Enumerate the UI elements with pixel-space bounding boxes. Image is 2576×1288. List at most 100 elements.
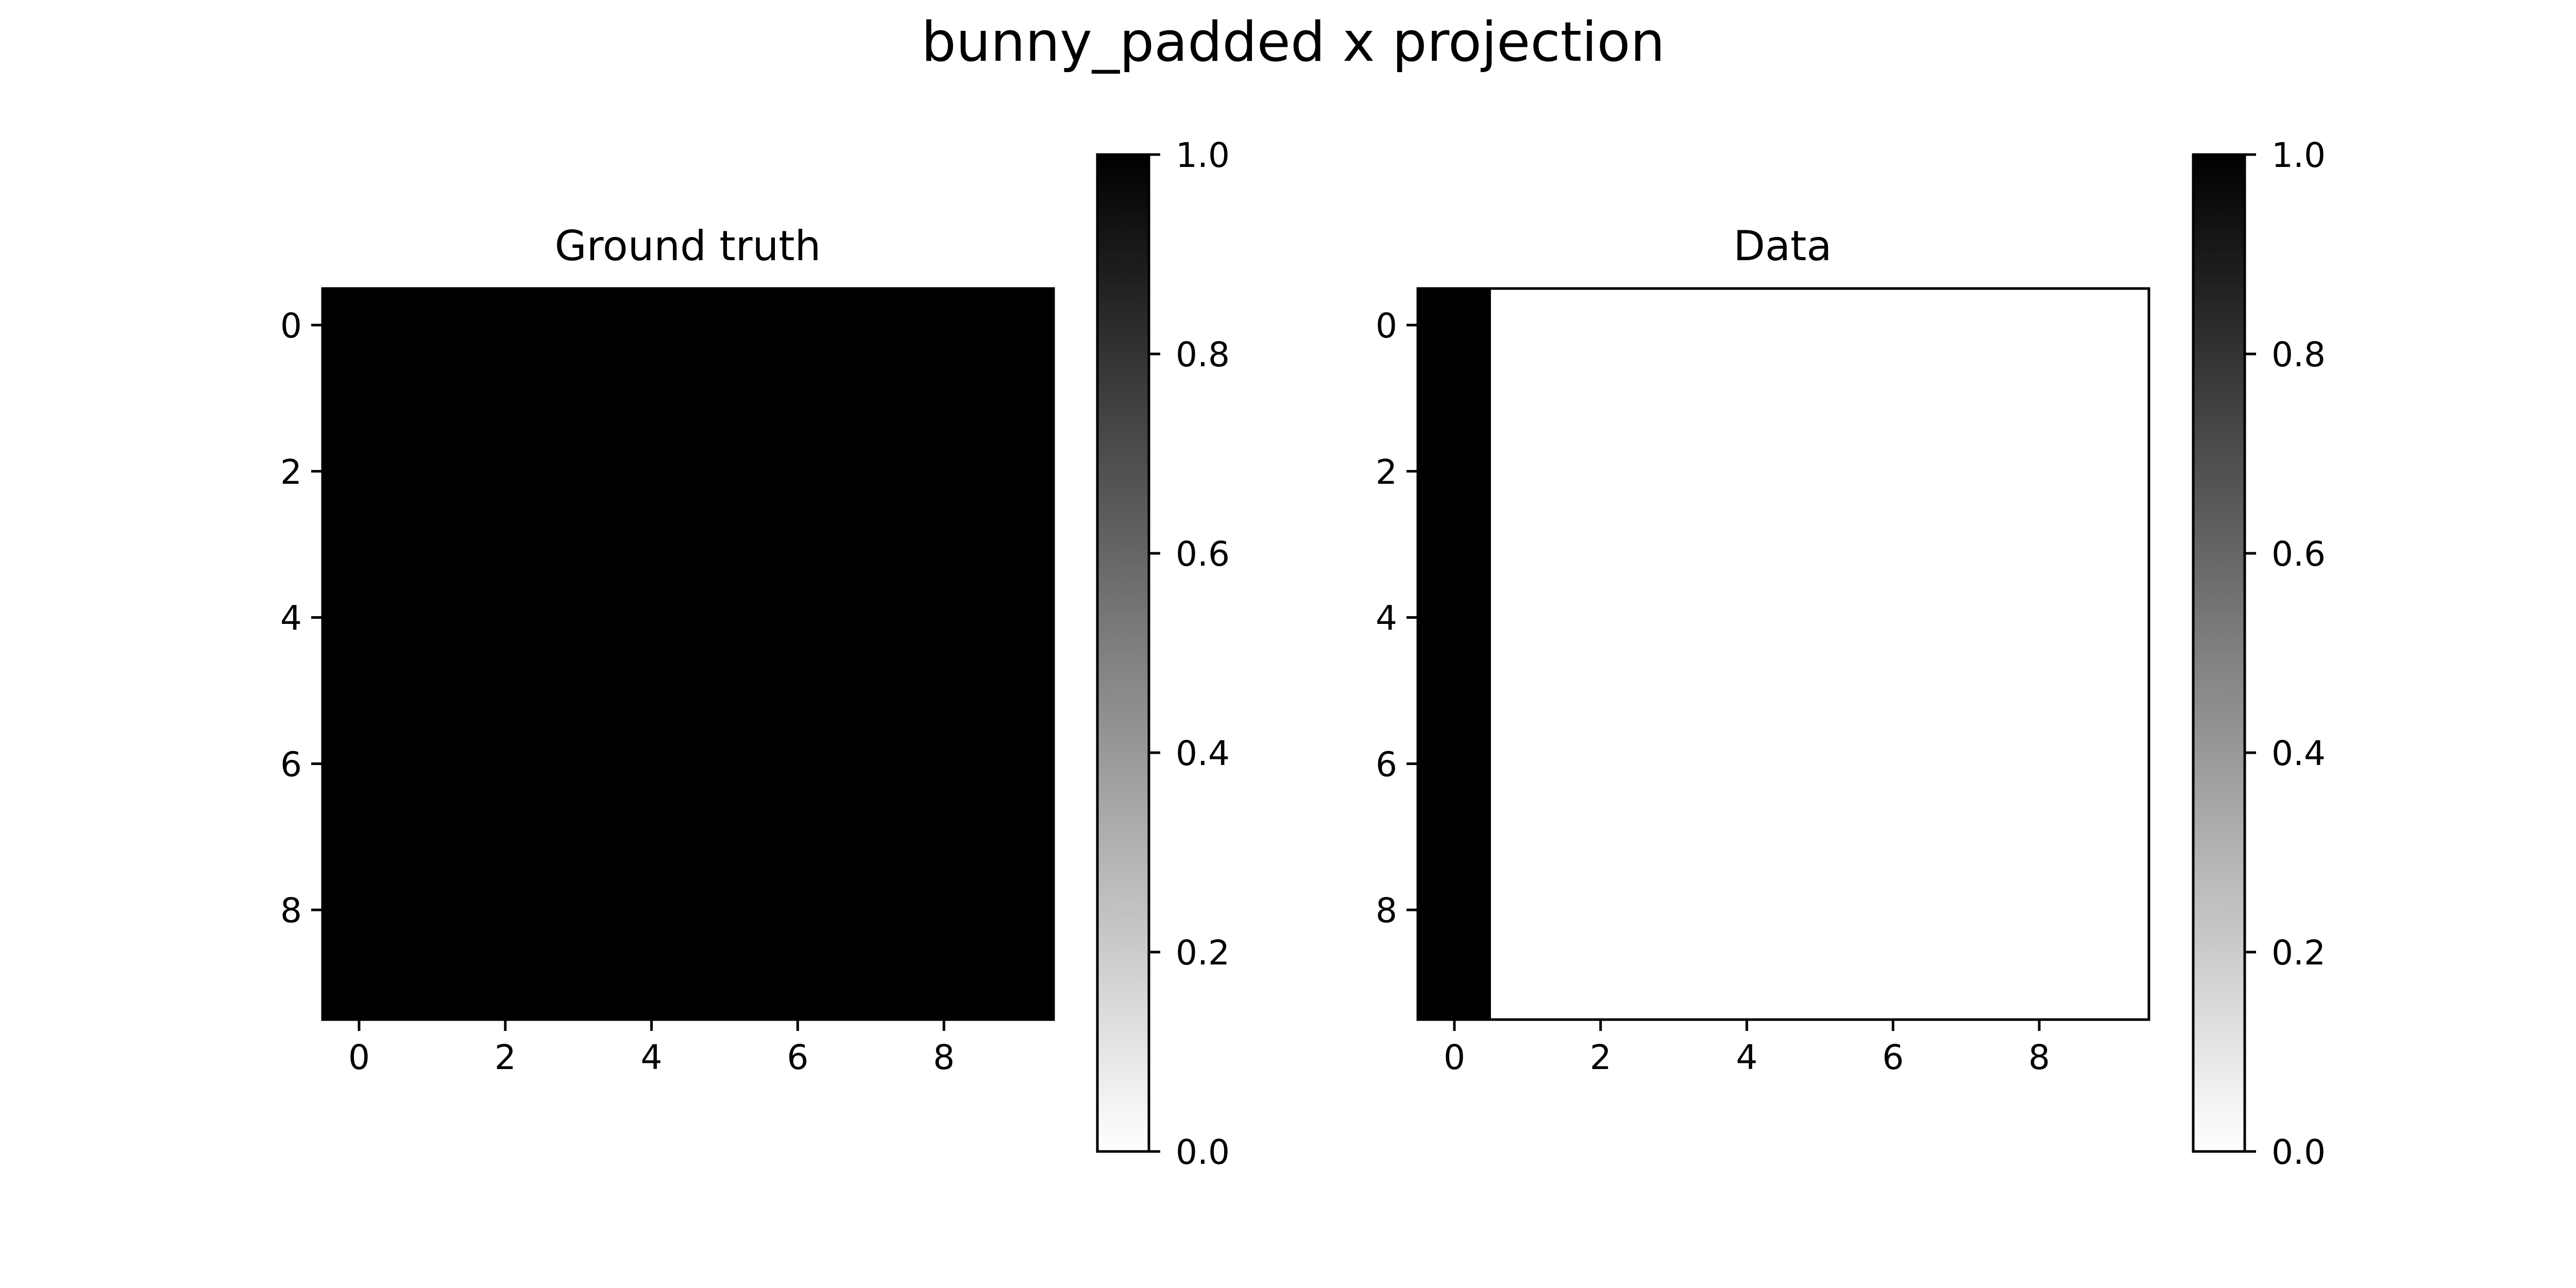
heatmap-cell bbox=[395, 361, 469, 435]
heatmap-cell bbox=[1637, 289, 1711, 362]
heatmap-cell bbox=[323, 727, 396, 801]
heatmap-cell bbox=[1783, 434, 1857, 509]
heatmap-cell bbox=[615, 289, 689, 362]
heatmap-cell bbox=[1710, 361, 1784, 435]
heatmap-cell bbox=[688, 873, 762, 947]
heatmap-cell bbox=[1929, 434, 2003, 509]
heatmap-cell bbox=[1564, 361, 1638, 435]
heatmap-cell bbox=[688, 946, 762, 1020]
heatmap-cell bbox=[2003, 507, 2076, 582]
heatmap-cell bbox=[1783, 873, 1857, 947]
heatmap-cell bbox=[1929, 581, 2003, 655]
heatmap-cell bbox=[1564, 289, 1638, 362]
panel-title: Ground truth bbox=[555, 222, 821, 270]
heatmap-cell bbox=[323, 581, 396, 655]
heatmap-cell bbox=[468, 289, 543, 362]
heatmap-cell bbox=[1710, 581, 1784, 655]
heatmap-cell bbox=[323, 361, 396, 435]
colorbar-frame bbox=[2192, 153, 2246, 1153]
y-tick-label: 4 bbox=[280, 599, 302, 638]
heatmap-cell bbox=[1710, 873, 1784, 947]
heatmap-cell bbox=[1564, 507, 1638, 582]
x-tick-label: 4 bbox=[641, 1038, 663, 1077]
heatmap-cell bbox=[468, 361, 543, 435]
heatmap-cell bbox=[2003, 873, 2076, 947]
heatmap-cell bbox=[1490, 507, 1565, 582]
heatmap-cell bbox=[907, 873, 981, 947]
heatmap-cell bbox=[980, 800, 1054, 874]
heatmap-cell bbox=[395, 873, 469, 947]
panel-data: Data 0 2 4 6 8 0 2 4 6 8 0.0 0.2 0.4 0.6 0.8 1.0 bbox=[1376, 135, 2326, 1172]
heatmap-cell bbox=[1929, 946, 2003, 1020]
heatmap-cell bbox=[541, 434, 616, 509]
heatmap-cell bbox=[1783, 946, 1857, 1020]
heatmap-cell bbox=[1856, 507, 1930, 582]
heatmap-cell bbox=[615, 507, 689, 582]
heatmap-cell bbox=[834, 361, 908, 435]
y-tick-label: 8 bbox=[280, 891, 302, 930]
heatmap-cell bbox=[980, 361, 1054, 435]
panel-title: Data bbox=[1733, 222, 1832, 270]
heatmap-cell bbox=[1637, 507, 1711, 582]
heatmap-cell bbox=[395, 434, 469, 509]
x-axis: 0 2 4 6 8 bbox=[1444, 1020, 2050, 1077]
heatmap-cell bbox=[907, 654, 981, 728]
heatmap-cell bbox=[1929, 507, 2003, 582]
heatmap-cell bbox=[688, 581, 762, 655]
colorbar-tick-label: 0.4 bbox=[1176, 734, 1230, 773]
y-tick-label: 0 bbox=[1376, 306, 1397, 346]
heatmap-cell bbox=[2003, 727, 2076, 801]
heatmap-cell bbox=[1637, 654, 1711, 728]
heatmap-cell bbox=[395, 581, 469, 655]
heatmap-cell bbox=[468, 507, 543, 582]
heatmap-cell bbox=[1490, 946, 1565, 1020]
heatmap-cell bbox=[907, 434, 981, 509]
heatmap-cell bbox=[615, 434, 689, 509]
heatmap-cell bbox=[2076, 873, 2149, 947]
y-tick-label: 6 bbox=[280, 744, 302, 784]
heatmap-cell bbox=[1418, 289, 1492, 362]
heatmap-cell bbox=[980, 581, 1054, 655]
heatmap-cell bbox=[1783, 289, 1857, 362]
heatmap-cell bbox=[1564, 800, 1638, 874]
heatmap-cell bbox=[834, 289, 908, 362]
heatmap-cell bbox=[615, 800, 689, 874]
x-tick-label: 4 bbox=[1736, 1038, 1758, 1077]
heatmap-cell bbox=[541, 946, 616, 1020]
colorbar-tick-label: 0.4 bbox=[2272, 734, 2326, 773]
heatmap-cell bbox=[688, 289, 762, 362]
heatmap-cell bbox=[688, 361, 762, 435]
heatmap-cell bbox=[1418, 946, 1492, 1020]
heatmap-cell bbox=[980, 289, 1054, 362]
heatmap-cell bbox=[1783, 507, 1857, 582]
heatmap-cell bbox=[1710, 289, 1784, 362]
heatmap-cell bbox=[1490, 581, 1565, 655]
heatmap-cell bbox=[907, 507, 981, 582]
heatmap-cell bbox=[1710, 727, 1784, 801]
y-tick-label: 8 bbox=[1376, 891, 1397, 930]
heatmap-cell bbox=[2003, 581, 2076, 655]
heatmap-cell bbox=[907, 800, 981, 874]
heatmap-cell bbox=[834, 873, 908, 947]
heatmap-cell bbox=[761, 727, 835, 801]
heatmap-cell bbox=[2003, 800, 2076, 874]
heatmap-cell bbox=[615, 727, 689, 801]
heatmap-cell bbox=[1418, 507, 1492, 582]
heatmap-cell bbox=[1564, 434, 1638, 509]
x-tick-label: 6 bbox=[1882, 1038, 1904, 1077]
heatmap-cell bbox=[688, 654, 762, 728]
heatmap-cell bbox=[1564, 946, 1638, 1020]
heatmap-cell bbox=[1564, 873, 1638, 947]
colorbar-tick-label: 0.0 bbox=[1176, 1132, 1230, 1172]
heatmap-cell bbox=[2076, 289, 2149, 362]
y-axis: 0 2 4 6 8 bbox=[1376, 306, 1418, 930]
heatmap-cell bbox=[2076, 654, 2149, 728]
heatmap-cell bbox=[468, 946, 543, 1020]
heatmap-cell bbox=[468, 727, 543, 801]
heatmap-cell bbox=[395, 727, 469, 801]
colorbar-gradient bbox=[2193, 155, 2245, 1151]
heatmap-cell bbox=[761, 946, 835, 1020]
x-tick-label: 8 bbox=[933, 1038, 955, 1077]
heatmap-cell bbox=[1783, 361, 1857, 435]
heatmap-cell bbox=[907, 289, 981, 362]
